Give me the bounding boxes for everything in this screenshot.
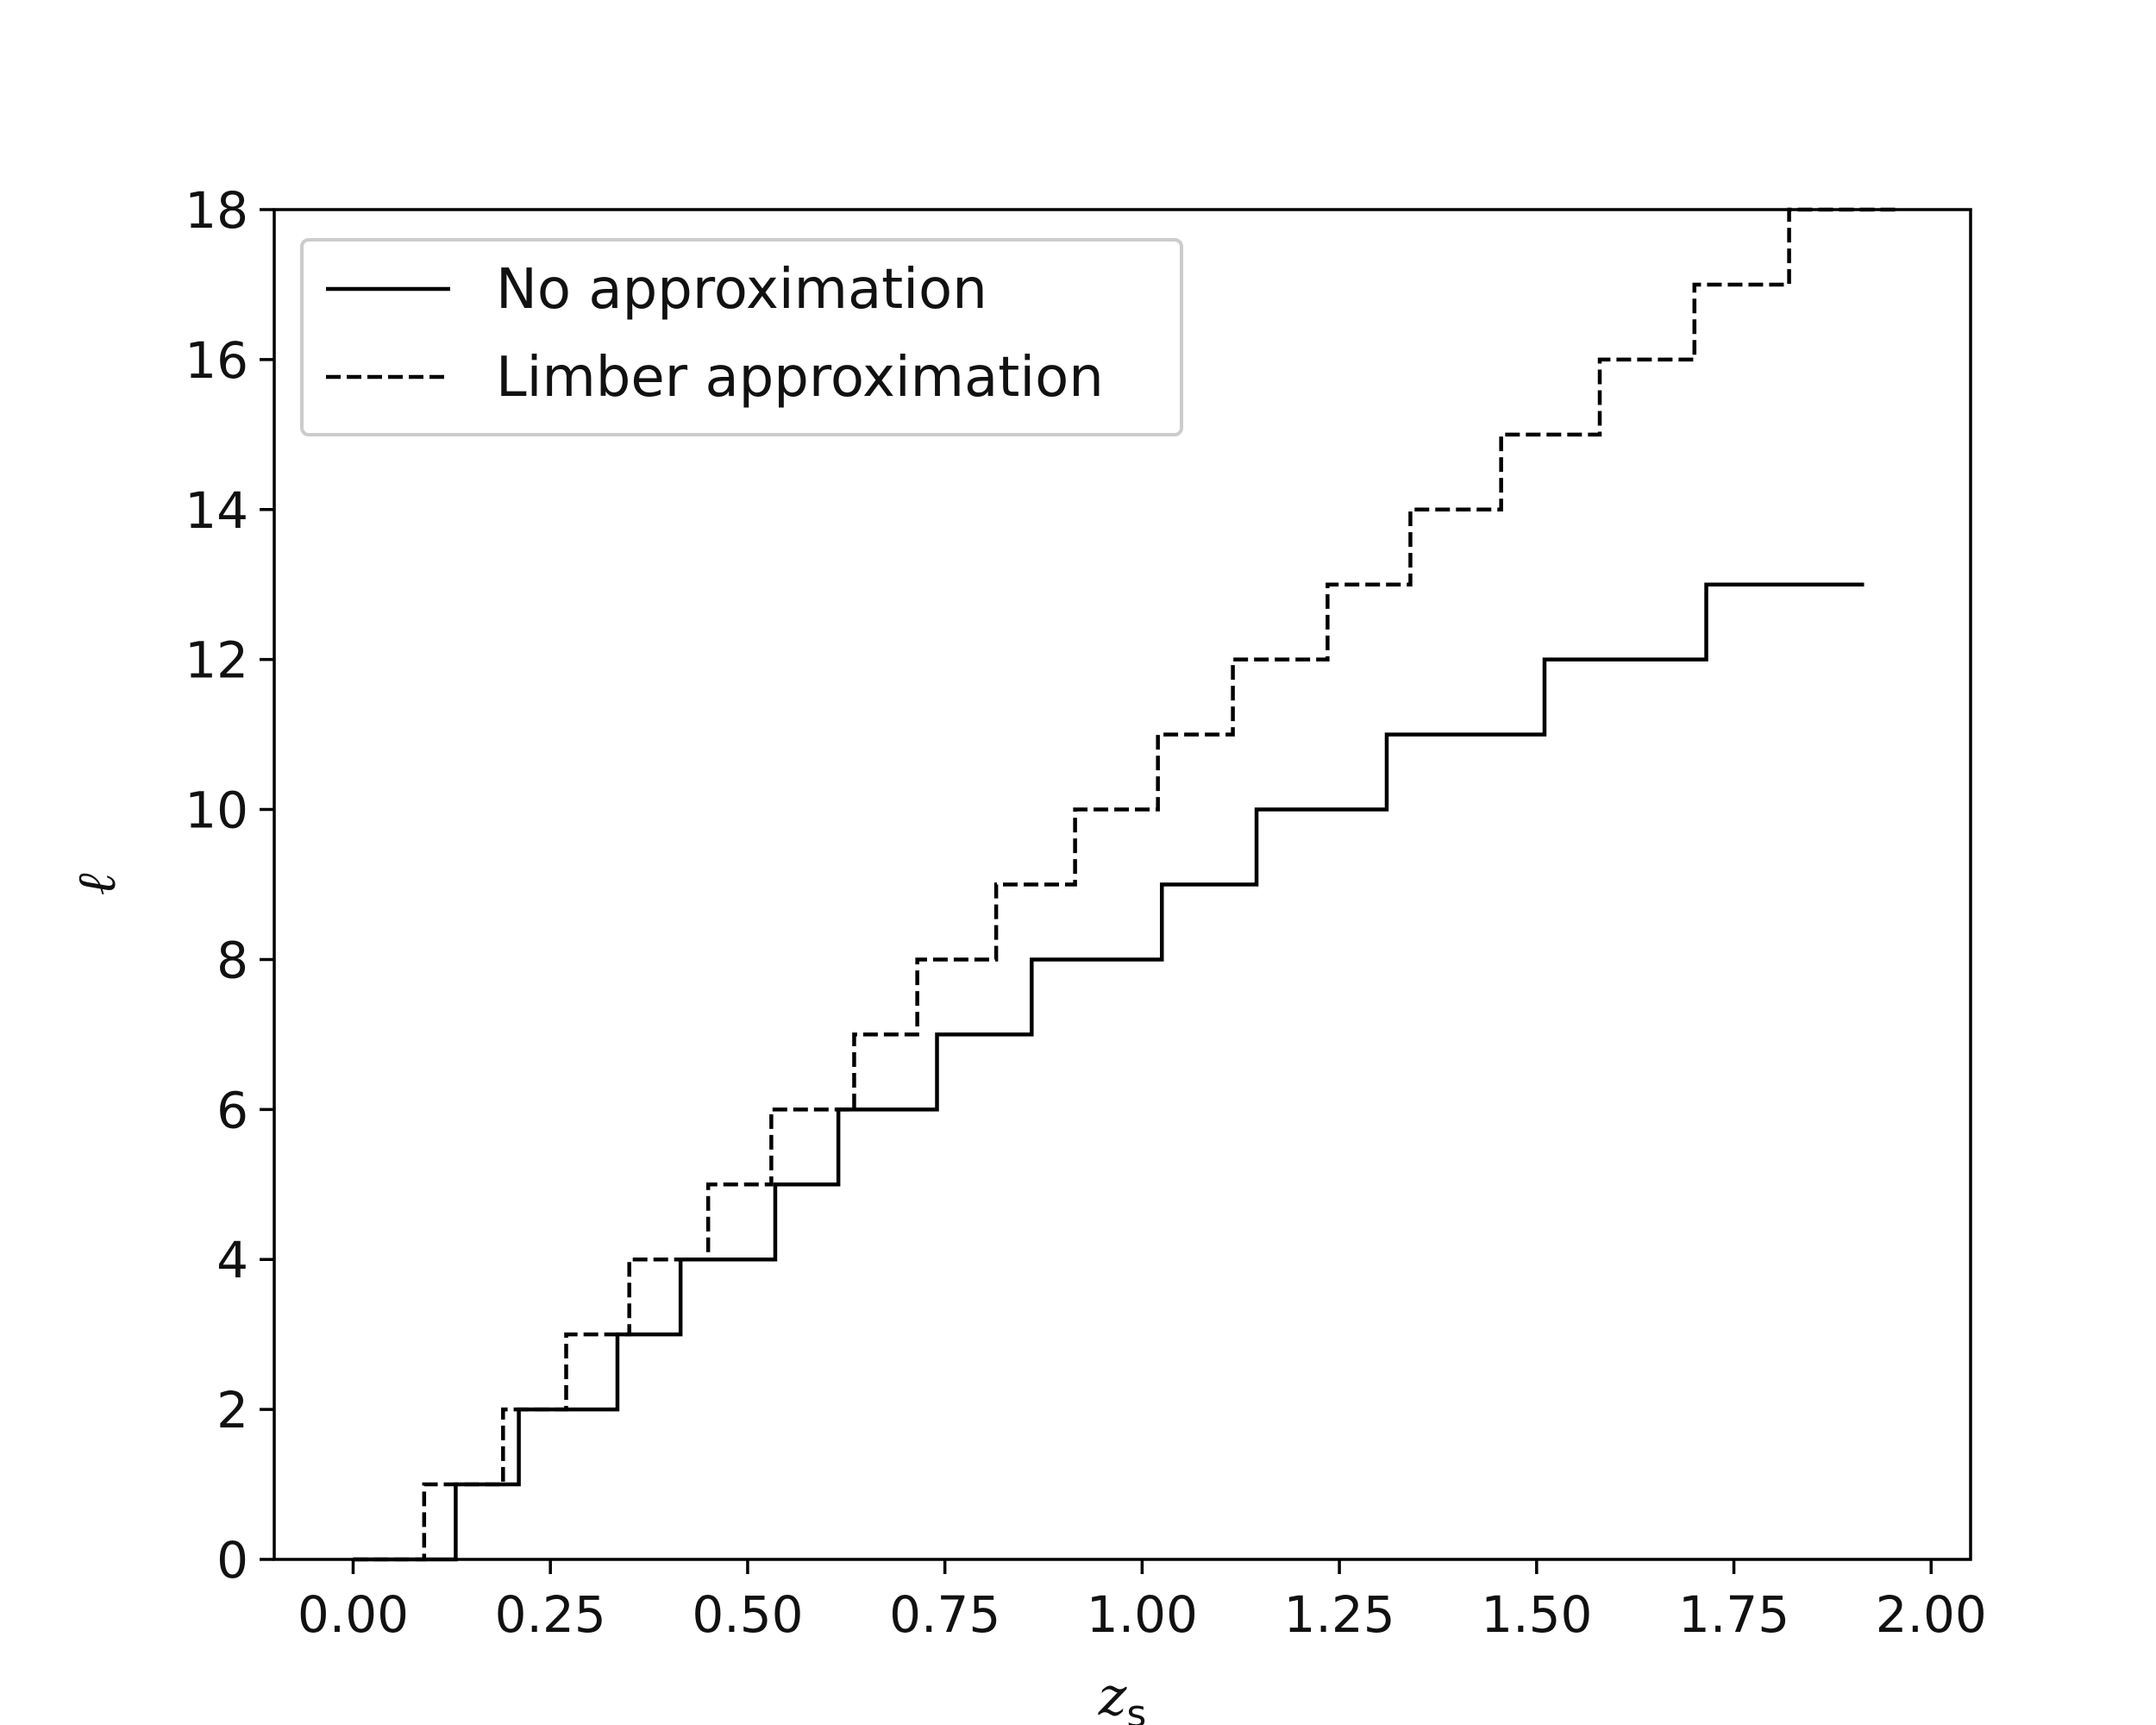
- legend: No approximation Limber approximation: [300, 238, 1183, 436]
- legend-label-no-approximation: No approximation: [496, 258, 987, 322]
- y-tick-label: 2: [216, 1381, 248, 1440]
- series-line-limber-approximation: [353, 207, 1900, 1562]
- legend-box: [300, 238, 1183, 436]
- y-tick-label: 10: [185, 781, 248, 840]
- x-tick-label: 2.00: [1876, 1585, 1987, 1644]
- x-axis: 0.00 0.25 0.50 0.75 1.00 1.25 1.50 1.75 2.00: [298, 1559, 1987, 1644]
- x-axis-label: zs: [1098, 1665, 1147, 1725]
- y-tick-label: 8: [216, 931, 248, 989]
- series-layer: [353, 207, 1900, 1562]
- x-tick-label: 0.00: [298, 1585, 409, 1644]
- y-axis-label: ℓ: [65, 873, 128, 895]
- x-tick-label: 1.25: [1284, 1585, 1395, 1644]
- series-line-no-approximation: [353, 582, 1865, 1562]
- y-tick-label: 0: [216, 1531, 248, 1590]
- legend-label-limber-approximation: Limber approximation: [496, 346, 1104, 410]
- y-tick-label: 14: [185, 481, 248, 540]
- x-tick-label: 0.75: [889, 1585, 1000, 1644]
- y-tick-label: 16: [185, 331, 248, 390]
- y-axis: 0 2 4 6 8 10 12 14 16 18: [185, 181, 274, 1590]
- y-tick-label: 6: [216, 1081, 248, 1139]
- x-axis-label-main: z: [1098, 1665, 1127, 1725]
- x-tick-label: 1.75: [1678, 1585, 1789, 1644]
- x-tick-label: 0.25: [495, 1585, 606, 1644]
- x-axis-label-sub: s: [1126, 1692, 1146, 1725]
- x-tick-label: 1.50: [1481, 1585, 1592, 1644]
- y-tick-label: 12: [185, 631, 248, 690]
- y-tick-label: 18: [185, 181, 248, 240]
- x-tick-label: 1.00: [1087, 1585, 1198, 1644]
- y-tick-label: 4: [216, 1231, 248, 1289]
- plot-frame: [273, 208, 1972, 1561]
- x-tick-label: 0.50: [692, 1585, 803, 1644]
